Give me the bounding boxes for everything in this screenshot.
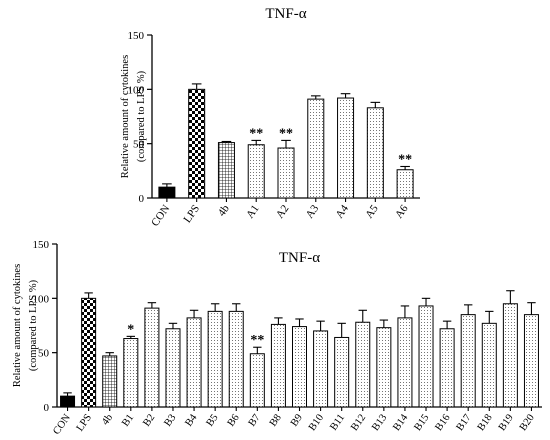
- x-tick-label: A1: [244, 203, 262, 221]
- significance-marker: **: [279, 126, 293, 141]
- x-tick-label: B13: [370, 412, 389, 433]
- y-tick-label: 50: [133, 139, 145, 151]
- x-tick-label: B20: [518, 412, 537, 433]
- x-tick-label: B14: [391, 412, 410, 433]
- y-axis-label: Relative amount of cytokines: [12, 264, 23, 387]
- bar: [523, 314, 539, 408]
- bar: [249, 353, 265, 408]
- x-tick-label: B2: [141, 412, 157, 428]
- x-tick-label: B8: [268, 412, 284, 428]
- x-tick-label: A3: [304, 202, 322, 220]
- bar: [376, 327, 392, 408]
- chart-title: TNF-α: [265, 6, 306, 22]
- bar: [277, 147, 295, 199]
- chart-top: TNF-α Relative amount of cytokines (compar…: [120, 6, 420, 229]
- x-tick-label: LPS: [181, 203, 202, 225]
- bar: [60, 395, 76, 408]
- bar: [439, 328, 455, 408]
- x-tick-label: B18: [476, 412, 495, 433]
- x-tick-label: B1: [120, 412, 136, 428]
- y-axis-label-unit: (compared to LPS %): [136, 70, 147, 162]
- bar: [366, 107, 384, 199]
- significance-marker: **: [250, 333, 264, 348]
- y-tick-label: 150: [128, 30, 145, 42]
- bar: [481, 322, 497, 408]
- significance-marker: **: [398, 152, 412, 167]
- chart-title: TNF-α: [279, 250, 320, 266]
- bar: [186, 317, 202, 408]
- x-tick-label: B7: [247, 412, 263, 428]
- bar: [247, 144, 265, 199]
- bar: [418, 305, 434, 408]
- x-tick-label: B9: [289, 412, 305, 428]
- y-axis-label: Relative amount of cytokines: [120, 55, 131, 178]
- x-tick-label: CON: [51, 412, 73, 437]
- x-tick-label: 4b: [100, 412, 115, 427]
- x-tick-label: LPS: [75, 412, 94, 433]
- x-tick-label: A2: [274, 203, 292, 221]
- x-tick-label: B6: [226, 412, 242, 428]
- bar: [396, 169, 414, 199]
- chart-bottom: TNF-α Relative amount of cytokines (compar…: [12, 239, 542, 437]
- x-tick-label: B3: [162, 412, 178, 428]
- x-tick-label: B5: [205, 412, 221, 428]
- bar: [270, 323, 286, 408]
- y-tick-label: 100: [33, 293, 50, 305]
- x-tick-label: 4b: [216, 202, 232, 218]
- x-tick-label: A5: [363, 202, 381, 220]
- bar: [207, 310, 223, 408]
- bar: [313, 330, 329, 408]
- y-tick-label: 50: [38, 348, 50, 360]
- x-tick-label: B11: [328, 412, 347, 432]
- bar: [102, 355, 118, 408]
- bar: [502, 303, 518, 408]
- significance-marker: *: [127, 322, 134, 337]
- x-tick-label: B4: [183, 412, 199, 429]
- y-tick-label: 100: [128, 84, 145, 96]
- x-tick-label: CON: [149, 203, 172, 229]
- bar: [144, 307, 160, 408]
- x-tick-label: B19: [497, 412, 516, 433]
- bar: [355, 321, 371, 408]
- bar: [337, 97, 355, 199]
- bar: [217, 142, 235, 199]
- x-tick-label: B12: [349, 412, 368, 433]
- x-tick-label: A6: [393, 202, 411, 220]
- significance-marker: **: [249, 126, 263, 141]
- bar: [228, 310, 244, 408]
- bar: [123, 338, 139, 408]
- bar: [158, 186, 176, 199]
- x-tick-label: A4: [333, 202, 351, 220]
- y-tick-label: 0: [44, 402, 50, 414]
- bar: [397, 317, 413, 408]
- bar: [165, 328, 181, 408]
- bar: [81, 297, 97, 408]
- y-tick-label: 150: [33, 239, 50, 251]
- x-tick-label: B16: [434, 412, 453, 433]
- y-axis-label-unit: (compared to LPS %): [28, 279, 39, 371]
- bar: [307, 98, 325, 199]
- x-tick-label: B10: [307, 412, 326, 433]
- bar: [188, 88, 206, 199]
- bar: [334, 336, 350, 408]
- y-tick-label: 0: [139, 193, 145, 205]
- bar: [292, 326, 307, 408]
- x-tick-label: B15: [412, 412, 431, 433]
- x-tick-label: B17: [455, 412, 474, 433]
- bar: [460, 314, 476, 408]
